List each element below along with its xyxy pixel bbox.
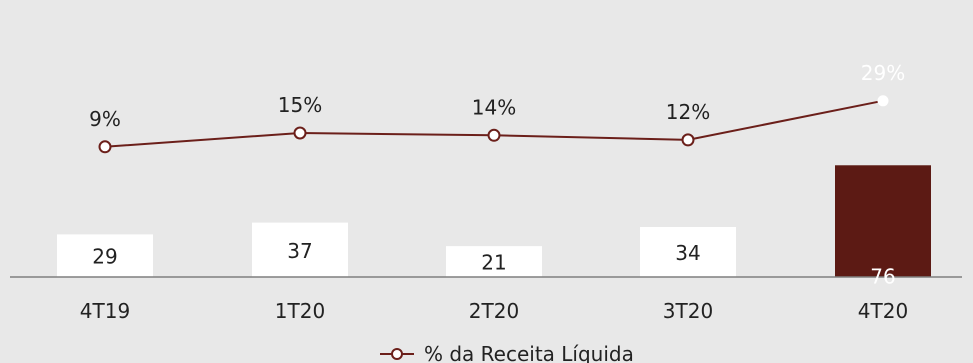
line-point-marker [681, 133, 695, 147]
line-value-label: 12% [666, 100, 710, 124]
x-tick-label: 4T19 [80, 299, 130, 323]
bar-value-label: 37 [287, 239, 312, 263]
line-value-label: 14% [472, 95, 516, 119]
bar-value-label: 34 [675, 241, 700, 265]
x-tick-label: 2T20 [469, 299, 519, 323]
bar-3T20 [640, 227, 736, 277]
bar-1T20 [252, 222, 348, 277]
bar-value-label: 76 [870, 264, 895, 288]
x-tick-label: 1T20 [275, 299, 325, 323]
x-tick-label: 4T20 [858, 299, 908, 323]
line-value-label: 9% [89, 107, 121, 131]
bar-value-label: 29 [92, 245, 117, 269]
bar-value-label: 21 [481, 251, 506, 275]
bar-labels-layer: 29 37 21 34 76 [92, 239, 895, 288]
line-value-label: 15% [278, 93, 322, 117]
bar-2T20 [446, 246, 542, 277]
bar-4T19 [57, 234, 153, 277]
legend-marker-symbol [391, 348, 403, 360]
bars-layer [57, 165, 931, 277]
line-point-marker [877, 95, 889, 107]
legend-label: % da Receita Líquida [424, 342, 634, 363]
x-tick-label: 3T20 [663, 299, 713, 323]
line-point-marker [98, 140, 112, 154]
line-value-label: 29% [861, 61, 905, 85]
line-layer: 9% 15% 14% 12% 29% [89, 61, 905, 154]
bar-4T20 [835, 165, 931, 277]
line-point-marker [487, 128, 501, 142]
x-tick-labels: 4T19 1T20 2T20 3T20 4T20 [80, 299, 908, 323]
legend: % da Receita Líquida [380, 342, 634, 363]
line-point-marker [293, 126, 307, 140]
